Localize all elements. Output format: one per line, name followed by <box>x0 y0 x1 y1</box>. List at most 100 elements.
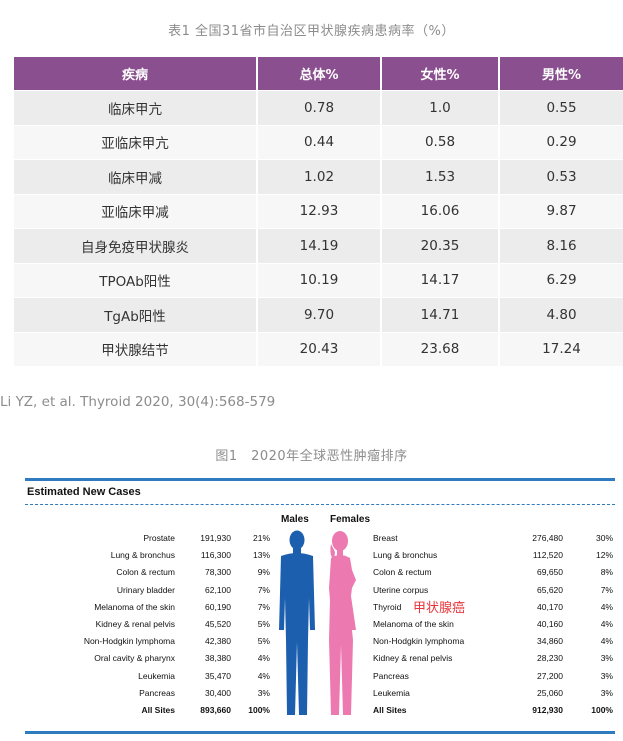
list-item: Kidney & renal pelvis 45,520 5% <box>25 617 275 634</box>
case-count: 40,170 <box>537 601 563 612</box>
list-item: Breast 276,480 30% <box>373 531 615 548</box>
cancer-site: Prostate <box>143 533 175 543</box>
case-percent: 4% <box>600 636 613 647</box>
case-count: 112,520 <box>532 550 563 561</box>
cancer-stats-figure: Estimated New Cases Males Females Prosta… <box>25 478 615 736</box>
case-percent: 5% <box>257 636 270 647</box>
case-percent: 3% <box>600 653 613 664</box>
thyroid-cancer-annotation: 甲状腺癌 <box>413 601 466 616</box>
table-row: 自身免疫甲状腺炎 14.19 20.35 8.16 <box>14 228 623 263</box>
case-count: 28,230 <box>537 653 563 664</box>
cell-male: 6.29 <box>500 262 623 297</box>
cancer-site: Lung & bronchus <box>373 550 438 561</box>
cell-overall: 20.43 <box>258 331 382 366</box>
cancer-site: Pancreas <box>373 670 409 681</box>
cell-disease: 临床甲减 <box>14 159 258 194</box>
table-header-row: 疾病 总体% 女性% 男性% <box>14 57 623 90</box>
cancer-site: Pancreas <box>139 687 175 698</box>
citation: Li YZ, et al. Thyroid 2020, 30(4):568-57… <box>0 394 276 410</box>
cell-female: 16.06 <box>382 193 500 228</box>
case-count: 78,300 <box>205 567 231 578</box>
male-figure <box>279 530 315 715</box>
cell-disease: 临床甲亢 <box>14 90 258 125</box>
list-item: Colon & rectum 78,300 9% <box>25 565 275 582</box>
females-label: Females <box>330 514 371 525</box>
case-percent: 7% <box>600 584 613 595</box>
cancer-site: Colon & rectum <box>373 567 432 578</box>
case-percent: 12% <box>595 550 613 561</box>
cell-female: 0.58 <box>382 124 500 159</box>
case-percent: 13% <box>252 550 270 561</box>
case-percent: 3% <box>257 687 270 698</box>
cancer-site: Leukemia <box>373 687 410 698</box>
cell-overall: 0.44 <box>258 124 382 159</box>
table-row: 亚临床甲减 12.93 16.06 9.87 <box>14 193 623 228</box>
cell-male: 17.24 <box>500 331 623 366</box>
case-count: 62,100 <box>205 584 231 595</box>
cell-disease: 亚临床甲减 <box>14 193 258 228</box>
cancer-site: Leukemia <box>138 670 175 681</box>
cancer-site: Breast <box>373 533 398 543</box>
case-count: 60,190 <box>205 601 231 612</box>
case-percent: 9% <box>257 567 270 578</box>
cell-female: 20.35 <box>382 228 500 263</box>
list-item: Thyroid 40,170 4% <box>373 600 615 617</box>
list-item: Lung & bronchus 116,300 13% <box>25 548 275 565</box>
list-item: Leukemia 25,060 3% <box>373 686 615 703</box>
table-row: 亚临床甲亢 0.44 0.58 0.29 <box>14 124 623 159</box>
list-item: Melanoma of the skin 60,190 7% <box>25 600 275 617</box>
case-percent: 4% <box>600 619 613 629</box>
case-percent: 30% <box>595 533 613 543</box>
cell-female: 1.53 <box>382 159 500 194</box>
cell-male: 4.80 <box>500 297 623 332</box>
total-percent: 100% <box>248 705 270 715</box>
list-item: Non-Hodgkin lymphoma 34,860 4% <box>373 634 615 651</box>
case-percent: 5% <box>257 619 270 629</box>
case-percent: 3% <box>600 687 613 698</box>
cancer-site: Lung & bronchus <box>110 550 175 561</box>
header-disease: 疾病 <box>14 57 258 90</box>
female-figure <box>329 531 356 715</box>
cell-overall: 1.02 <box>258 159 382 194</box>
table-row: 临床甲亢 0.78 1.0 0.55 <box>14 90 623 125</box>
cell-male: 8.16 <box>500 228 623 263</box>
total-count: 912,930 <box>532 705 563 715</box>
list-item: Urinary bladder 62,100 7% <box>25 583 275 600</box>
case-percent: 4% <box>257 653 270 664</box>
cell-male: 0.29 <box>500 124 623 159</box>
total-row: All Sites 893,660 100% <box>25 703 275 720</box>
case-percent: 7% <box>257 601 270 612</box>
list-item: Lung & bronchus 112,520 12% <box>373 548 615 565</box>
case-count: 27,200 <box>537 670 563 681</box>
cell-female: 1.0 <box>382 90 500 125</box>
case-count: 40,160 <box>537 619 563 629</box>
table-row: 临床甲减 1.02 1.53 0.53 <box>14 159 623 194</box>
cell-overall: 14.19 <box>258 228 382 263</box>
header-overall: 总体% <box>258 57 382 90</box>
table-row: 甲状腺结节 20.43 23.68 17.24 <box>14 331 623 366</box>
cell-disease: TgAb阳性 <box>14 297 258 332</box>
cancer-site: Kidney & renal pelvis <box>373 653 453 664</box>
table-caption: 表1 全国31省市自治区甲状腺疾病患病率（%） <box>168 24 455 39</box>
case-percent: 4% <box>257 670 270 681</box>
female-silhouette-icon <box>329 531 356 715</box>
cancer-site: Melanoma of the skin <box>373 619 454 629</box>
male-silhouette-icon <box>279 530 315 715</box>
cancer-site: Non-Hodgkin lymphoma <box>83 636 175 647</box>
cancer-site: Uterine corpus <box>373 584 429 595</box>
cancer-site: Kidney & renal pelvis <box>95 619 175 629</box>
total-count: 893,660 <box>200 705 231 715</box>
cancer-site: Oral cavity & pharynx <box>94 653 175 664</box>
list-item: Uterine corpus 65,620 7% <box>373 583 615 600</box>
list-item: Colon & rectum 69,650 8% <box>373 565 615 582</box>
stats-title: Estimated New Cases <box>27 486 141 498</box>
top-rule <box>25 478 615 481</box>
figure-caption: 图1 2020年全球恶性肿瘤排序 <box>215 449 408 464</box>
cancer-site: Colon & rectum <box>116 567 175 578</box>
cancer-site: Thyroid <box>373 601 402 612</box>
table-row: TgAb阳性 9.70 14.71 4.80 <box>14 297 623 332</box>
cancer-site: Urinary bladder <box>116 584 175 595</box>
list-item: Pancreas 27,200 3% <box>373 669 615 686</box>
case-percent: 7% <box>257 584 270 595</box>
list-item: Oral cavity & pharynx 38,380 4% <box>25 651 275 668</box>
